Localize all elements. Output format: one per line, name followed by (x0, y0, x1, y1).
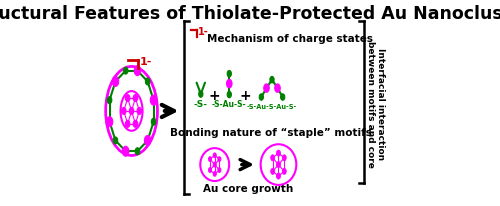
Text: 1-: 1- (198, 27, 209, 37)
Circle shape (282, 155, 286, 161)
Circle shape (112, 77, 118, 87)
Circle shape (108, 97, 112, 104)
Circle shape (122, 108, 126, 115)
Circle shape (137, 108, 141, 115)
Circle shape (264, 84, 270, 93)
Circle shape (218, 157, 221, 162)
Text: Structural Features of Thiolate-Protected Au Nanocluster: Structural Features of Thiolate-Protecte… (0, 5, 500, 23)
Circle shape (213, 153, 216, 158)
Text: +: + (239, 89, 250, 103)
Text: -S-Au-S-Au-S-: -S-Au-S-Au-S- (247, 103, 297, 109)
Circle shape (227, 92, 232, 98)
Text: Mechanism of charge states: Mechanism of charge states (206, 34, 372, 44)
Circle shape (198, 91, 203, 98)
Circle shape (113, 137, 117, 144)
Circle shape (152, 119, 156, 126)
Circle shape (135, 148, 140, 155)
Circle shape (126, 121, 130, 128)
Text: Bonding nature of “staple” motifs: Bonding nature of “staple” motifs (170, 127, 372, 137)
Text: -S-Au-S-: -S-Au-S- (212, 99, 246, 109)
Circle shape (276, 162, 280, 168)
Circle shape (134, 66, 140, 76)
Circle shape (208, 168, 212, 173)
Text: Au core growth: Au core growth (202, 183, 293, 193)
Text: -S-: -S- (194, 100, 208, 109)
Text: 1-: 1- (140, 57, 152, 67)
Circle shape (270, 169, 274, 174)
Circle shape (106, 117, 113, 127)
Circle shape (280, 94, 285, 101)
Circle shape (226, 80, 232, 88)
Circle shape (276, 173, 280, 179)
Circle shape (259, 94, 264, 101)
Circle shape (144, 136, 151, 146)
Circle shape (282, 169, 286, 174)
Circle shape (276, 150, 280, 156)
Circle shape (126, 95, 130, 102)
Circle shape (218, 168, 221, 173)
Circle shape (208, 157, 212, 162)
Circle shape (213, 172, 216, 177)
Circle shape (270, 155, 274, 161)
Text: Interfacial interaction
between motifs and core: Interfacial interaction between motifs a… (366, 41, 386, 167)
Circle shape (275, 84, 280, 93)
Text: +: + (208, 89, 220, 103)
Circle shape (213, 162, 216, 167)
Circle shape (133, 121, 138, 128)
Circle shape (133, 95, 138, 102)
Circle shape (227, 71, 232, 77)
Circle shape (124, 68, 128, 75)
Circle shape (122, 146, 129, 156)
Circle shape (146, 78, 150, 85)
Circle shape (130, 108, 134, 115)
Circle shape (150, 96, 157, 106)
Circle shape (270, 77, 274, 83)
